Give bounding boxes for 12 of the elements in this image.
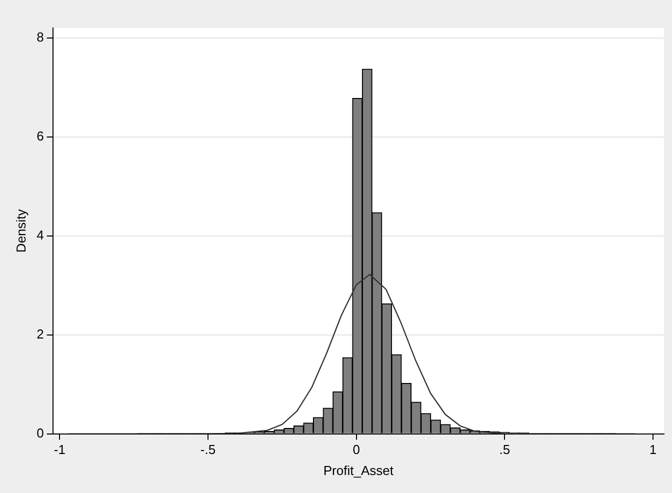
y-tick-label: 4 bbox=[36, 227, 44, 242]
y-tick-label: 0 bbox=[36, 425, 44, 440]
y-tick-label: 6 bbox=[36, 128, 44, 144]
x-tick-label: 0 bbox=[352, 442, 360, 458]
x-tick-label: -1 bbox=[54, 442, 66, 458]
y-tick-label: 2 bbox=[36, 326, 44, 342]
y-tick-label: 8 bbox=[36, 29, 44, 44]
y-axis-title: Density bbox=[13, 208, 28, 253]
x-tick-label: .5 bbox=[499, 442, 510, 458]
x-axis-title: Profit_Asset bbox=[323, 462, 394, 478]
x-tick-label: 1 bbox=[649, 442, 657, 458]
x-tick-label: -.5 bbox=[200, 442, 216, 458]
